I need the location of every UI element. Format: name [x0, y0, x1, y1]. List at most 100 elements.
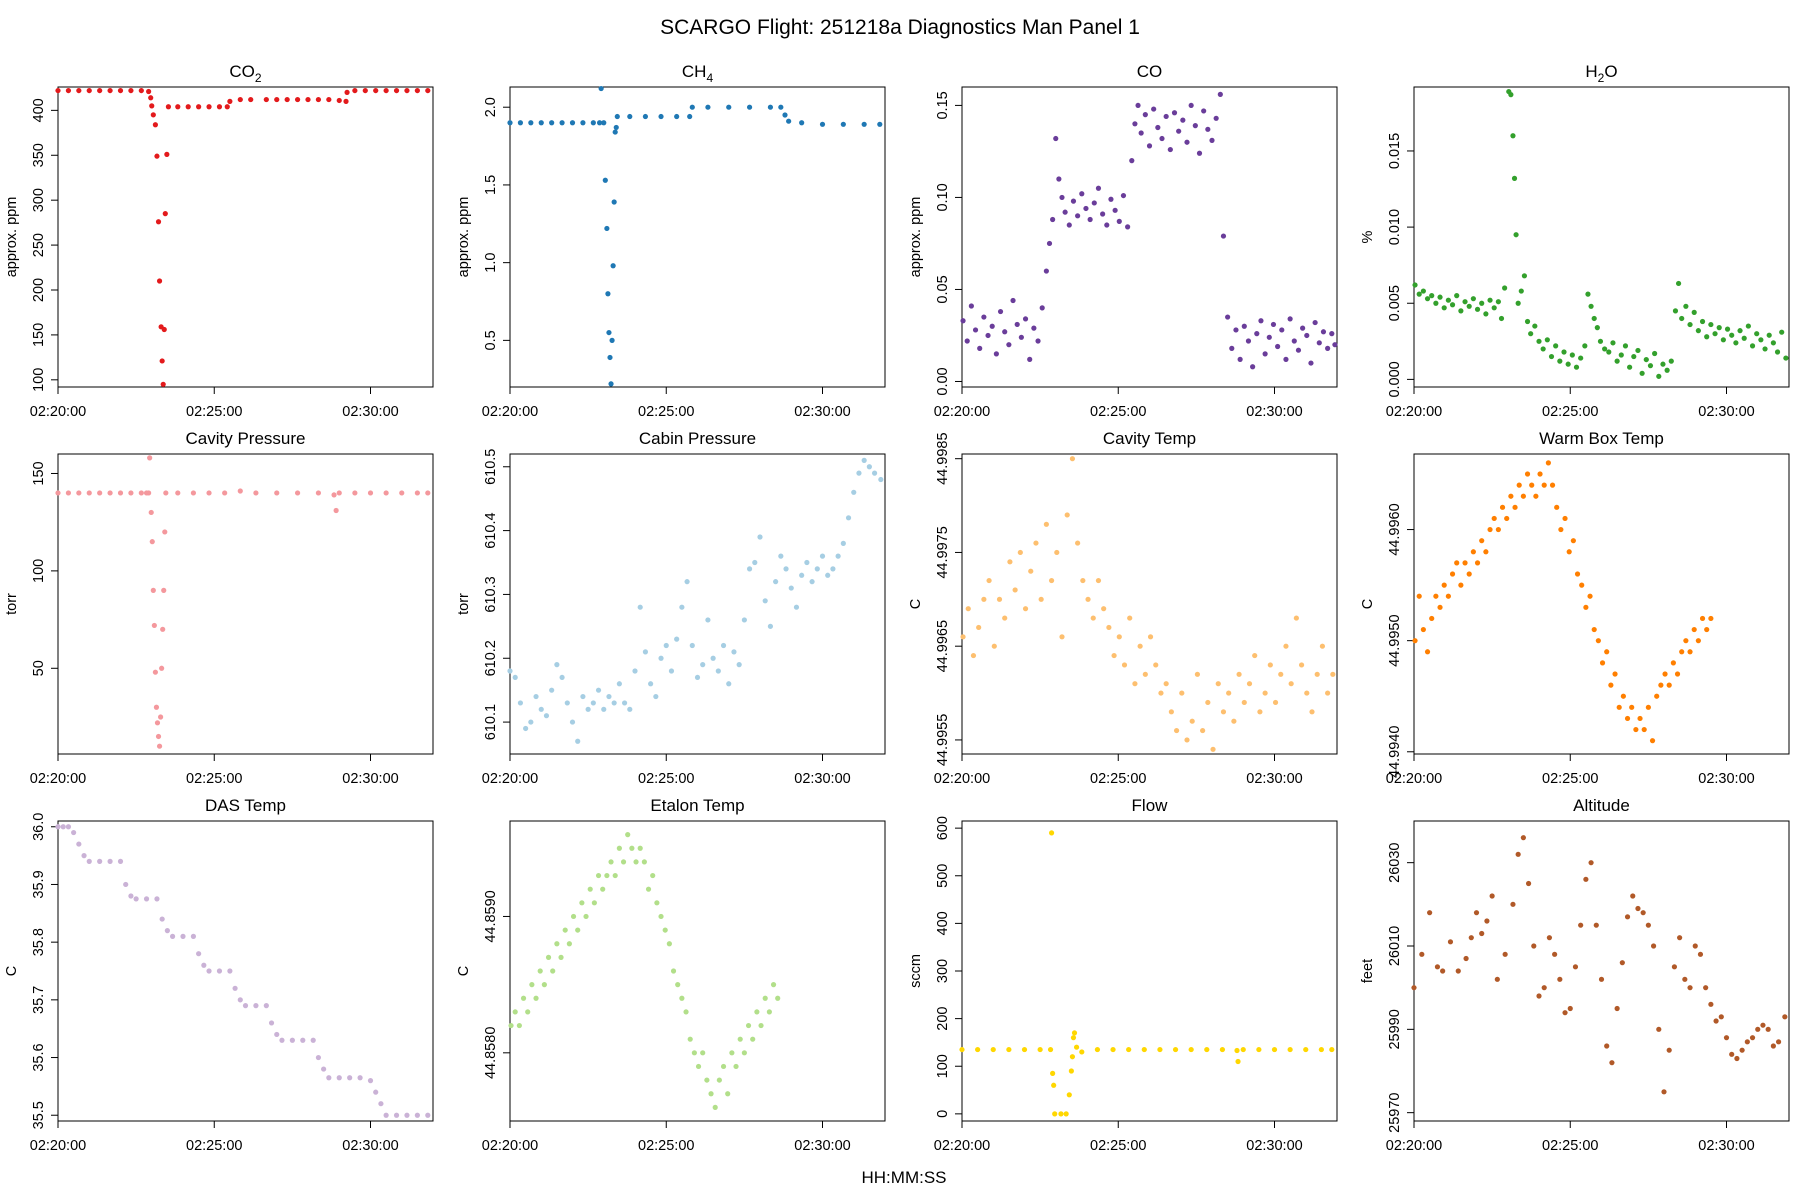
data-point	[1054, 549, 1060, 556]
chart-panel-7: Warm Box Temp 02:20:00 02:25:00 02:30:00 44.…	[1360, 429, 1790, 787]
data-point	[1018, 334, 1024, 340]
data-point	[1737, 328, 1743, 334]
data-point	[425, 1112, 431, 1118]
y-axis-label: C	[456, 966, 472, 976]
data-point	[1579, 582, 1585, 588]
data-point	[336, 490, 342, 496]
data-point	[1028, 568, 1034, 574]
data-point	[595, 687, 602, 693]
data-point	[147, 455, 153, 461]
data-point	[726, 681, 732, 687]
data-point	[1132, 121, 1138, 127]
data-point	[1640, 910, 1646, 916]
x-tick-label: 02:25:00	[186, 404, 242, 420]
data-point	[700, 1050, 706, 1056]
x-tick-label: 02:25:00	[638, 404, 694, 420]
data-point	[1188, 102, 1194, 109]
y-tick-label: 610.2	[483, 640, 499, 676]
data-point	[607, 354, 613, 361]
data-point	[1602, 346, 1608, 352]
data-point	[637, 604, 643, 610]
data-point	[845, 515, 852, 521]
data-point	[117, 858, 124, 864]
data-point	[81, 853, 87, 859]
data-point	[227, 98, 233, 104]
data-point	[1749, 343, 1756, 349]
data-point	[165, 104, 172, 110]
data-point	[1570, 538, 1576, 544]
data-point	[1712, 331, 1718, 337]
data-point	[1466, 571, 1472, 577]
plot-frame	[509, 453, 886, 755]
data-point	[726, 104, 732, 110]
data-point	[1656, 373, 1662, 379]
x-tick-label: 02:25:00	[1542, 404, 1598, 420]
data-point	[1637, 715, 1643, 722]
data-point	[1591, 315, 1597, 322]
data-point	[1687, 985, 1693, 991]
data-point	[1754, 331, 1760, 337]
figure-title: SCARGO Flight: 251218a Diagnostics Man P…	[660, 16, 1140, 39]
data-point	[708, 1091, 714, 1097]
data-point	[1708, 321, 1714, 328]
data-point	[959, 1046, 965, 1053]
data-point	[968, 303, 974, 309]
data-point	[1035, 338, 1041, 344]
y-tick-label: 36.0	[31, 813, 47, 841]
data-point	[559, 674, 565, 681]
data-point	[383, 1112, 389, 1118]
y-axis-label: sccm	[908, 954, 924, 988]
data-point	[970, 652, 977, 659]
data-point	[227, 968, 233, 974]
data-point	[1210, 746, 1216, 752]
data-point	[148, 509, 154, 516]
data-point	[835, 553, 841, 559]
plot-frame	[509, 820, 886, 1122]
data-point	[1142, 671, 1148, 677]
data-point	[1100, 211, 1106, 217]
data-point	[1770, 1043, 1776, 1049]
x-tick-label: 02:25:00	[638, 771, 694, 787]
plot-frame	[57, 453, 434, 755]
data-point	[1687, 649, 1693, 655]
data-point	[1069, 456, 1076, 462]
x-tick-label: 02:20:00	[30, 771, 86, 787]
data-point	[590, 700, 596, 706]
data-point	[1704, 334, 1710, 340]
data-point	[1650, 943, 1657, 949]
data-point	[799, 120, 805, 126]
data-point	[569, 120, 576, 126]
data-point	[159, 665, 165, 671]
data-point	[1079, 191, 1085, 197]
data-point	[1483, 549, 1489, 555]
y-axis-label: approx. ppm	[908, 197, 924, 278]
data-point	[1275, 343, 1281, 350]
panel-title: CH4	[682, 62, 714, 85]
chart-panel-11: Altitude 02:20:00 02:25:00 02:30:00 25970 259…	[1360, 796, 1790, 1154]
data-point	[1468, 935, 1474, 941]
data-point	[687, 1036, 693, 1042]
data-point	[1095, 577, 1102, 584]
data-point	[1574, 571, 1581, 577]
data-point	[627, 113, 633, 120]
data-point	[612, 872, 618, 879]
data-point	[1233, 327, 1239, 333]
data-point	[1462, 560, 1468, 566]
data-point	[1257, 709, 1263, 715]
x-tick-label: 02:30:00	[1246, 404, 1302, 420]
y-tick-label: 400	[935, 911, 951, 935]
data-point	[1075, 213, 1081, 219]
data-point	[616, 845, 622, 851]
data-point	[1205, 126, 1211, 132]
data-point	[1303, 1046, 1309, 1053]
data-point	[310, 1037, 316, 1043]
data-point	[1510, 901, 1516, 907]
data-point	[1631, 353, 1637, 360]
data-point	[741, 1050, 747, 1056]
data-point	[1006, 342, 1012, 348]
data-point	[1272, 699, 1279, 706]
data-point	[606, 329, 612, 336]
x-tick-label: 02:30:00	[794, 771, 850, 787]
data-point	[152, 122, 158, 128]
data-point	[793, 604, 800, 610]
